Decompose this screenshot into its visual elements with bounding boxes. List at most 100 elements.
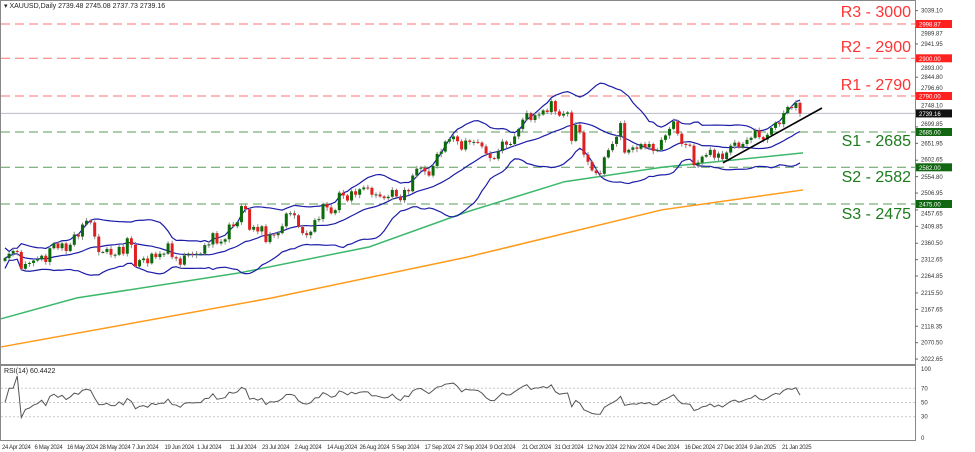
y-tick-label: 2409.85 bbox=[921, 224, 943, 230]
candle-body bbox=[472, 141, 476, 143]
candle-body bbox=[68, 244, 72, 251]
candle-body bbox=[745, 139, 749, 144]
candle-body bbox=[492, 158, 496, 160]
candle-body bbox=[676, 121, 680, 134]
bollinger-upper bbox=[4, 82, 801, 253]
candle bbox=[757, 127, 761, 140]
candle bbox=[109, 246, 113, 258]
candle-body bbox=[464, 140, 468, 150]
candle bbox=[292, 210, 296, 219]
candle bbox=[252, 224, 256, 232]
candle bbox=[382, 195, 386, 201]
candle-body bbox=[80, 224, 84, 237]
candle bbox=[721, 150, 725, 161]
candle-body bbox=[40, 255, 44, 260]
candle bbox=[623, 120, 627, 154]
candle-body bbox=[549, 101, 553, 113]
main-pane-frame bbox=[0, 0, 916, 365]
candle-body bbox=[317, 219, 321, 221]
candle bbox=[403, 187, 407, 203]
candle bbox=[741, 141, 745, 150]
level-tag-text: 2998.87 bbox=[919, 23, 941, 29]
candle-body bbox=[557, 111, 561, 116]
candle-body bbox=[341, 192, 345, 196]
y-tick-label: 2457.65 bbox=[921, 212, 943, 218]
candle bbox=[239, 203, 243, 225]
level-tag-text: 2582.00 bbox=[919, 166, 941, 172]
x-tick-label: 31 Oct 2024 bbox=[555, 445, 585, 451]
candle bbox=[794, 100, 798, 111]
candle bbox=[362, 185, 366, 191]
candle-body bbox=[749, 137, 753, 140]
x-tick-label: 23 Jul 2024 bbox=[262, 445, 290, 451]
candle bbox=[44, 253, 48, 265]
candle-body bbox=[729, 145, 733, 153]
level-tag-s1 bbox=[916, 127, 952, 136]
candle bbox=[509, 141, 513, 147]
candle bbox=[309, 230, 313, 239]
y-tick-label: 2748.10 bbox=[921, 104, 943, 110]
x-tick-label: 5 Sep 2024 bbox=[392, 445, 420, 451]
level-label-s2: S2 - 2582 bbox=[841, 169, 911, 186]
x-tick-label: 14 Aug 2024 bbox=[327, 445, 358, 451]
y-tick-label: 2167.65 bbox=[921, 307, 943, 313]
candle-body bbox=[757, 130, 761, 138]
candle bbox=[268, 231, 272, 245]
candle-body bbox=[133, 244, 137, 267]
candle bbox=[684, 141, 688, 149]
x-tick-label: 4 Dec 2024 bbox=[652, 445, 680, 451]
candle-body bbox=[182, 255, 186, 265]
y-tick-label: 2554.80 bbox=[921, 175, 943, 181]
x-tick-label: 24 Apr 2024 bbox=[2, 445, 32, 451]
candle bbox=[378, 191, 382, 198]
candle bbox=[48, 245, 52, 266]
collapse-triangle-icon[interactable]: ▾ bbox=[4, 3, 8, 10]
level-label-s3: S3 - 2475 bbox=[841, 206, 911, 223]
candle bbox=[451, 133, 455, 142]
level-label-r1: R1 - 2790 bbox=[840, 77, 911, 94]
candle bbox=[56, 241, 60, 251]
candle bbox=[443, 140, 447, 153]
candle bbox=[419, 166, 423, 172]
candle bbox=[500, 138, 504, 154]
candle bbox=[582, 130, 586, 158]
candle bbox=[680, 131, 684, 147]
candle bbox=[488, 150, 492, 162]
candle bbox=[631, 145, 635, 153]
candle bbox=[639, 142, 643, 151]
x-tick-label: 21 Oct 2024 bbox=[522, 445, 552, 451]
x-tick-label: 16 May 2024 bbox=[67, 445, 99, 451]
x-tick-label: 2 Aug 2024 bbox=[295, 445, 323, 451]
y-tick-label: 2118.35 bbox=[921, 324, 943, 330]
candle bbox=[150, 252, 154, 265]
candle-body bbox=[468, 140, 472, 142]
candle bbox=[549, 98, 553, 115]
candle-body bbox=[36, 259, 40, 261]
level-tag-s3 bbox=[916, 199, 952, 208]
level-label-r3: R3 - 3000 bbox=[840, 4, 911, 21]
candle bbox=[358, 187, 362, 199]
candle bbox=[195, 250, 199, 259]
candle bbox=[333, 208, 337, 216]
candle-body bbox=[619, 123, 623, 137]
candle-body bbox=[142, 258, 146, 261]
candle-body bbox=[113, 254, 117, 256]
candle-body bbox=[280, 226, 284, 234]
y-tick-label: 2844.80 bbox=[921, 75, 943, 81]
candle-body bbox=[76, 234, 80, 237]
candle-body bbox=[358, 189, 362, 195]
candle bbox=[431, 164, 435, 178]
candle bbox=[774, 121, 778, 130]
candle bbox=[80, 222, 84, 240]
candle-body bbox=[284, 213, 288, 227]
candle-body bbox=[680, 133, 684, 144]
bollinger-lower bbox=[4, 147, 801, 276]
candle-body bbox=[684, 143, 688, 145]
candle bbox=[244, 203, 248, 213]
rsi-tick-label: 0 bbox=[921, 436, 925, 442]
candle-body bbox=[521, 119, 525, 129]
candle-body bbox=[700, 156, 704, 163]
candle-body bbox=[545, 110, 549, 113]
candle bbox=[610, 141, 614, 153]
